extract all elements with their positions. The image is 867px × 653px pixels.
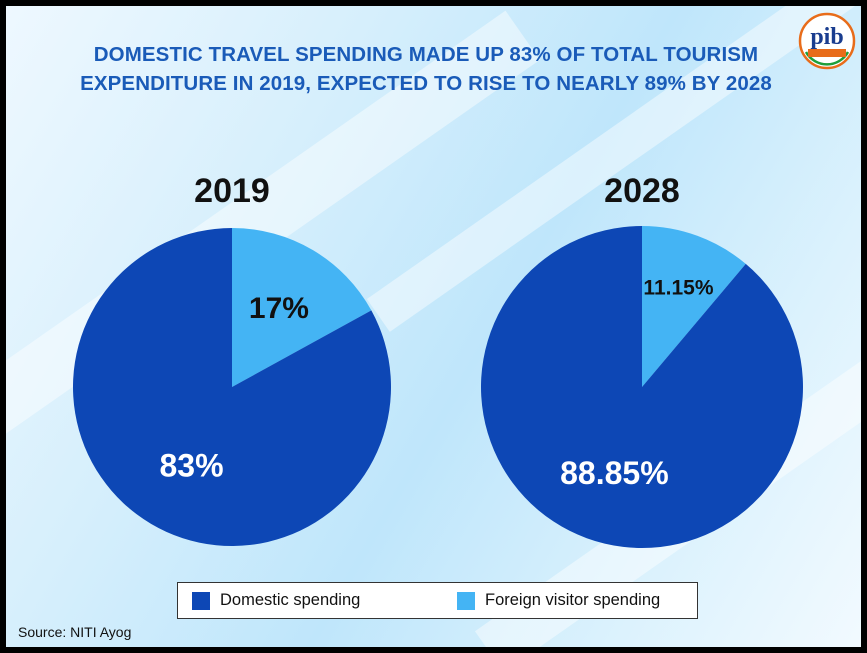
legend-swatch-domestic	[192, 591, 210, 610]
infographic-frame: DOMESTIC TRAVEL SPENDING MADE UP 83% OF …	[6, 6, 861, 647]
pie-slice-1-1	[481, 226, 804, 548]
pie-slice-0-0	[232, 228, 372, 387]
pie-data-label-0-1: 83%	[160, 448, 224, 484]
pie-data-label-1-0: 11.15%	[643, 277, 713, 300]
headline-line-2: EXPENDITURE IN 2019, EXPECTED TO RISE TO…	[80, 72, 772, 95]
headline-line-1: DOMESTIC TRAVEL SPENDING MADE UP 83% OF …	[93, 43, 759, 66]
legend: Domestic spending Foreign visitor spendi…	[177, 582, 698, 619]
pie-title-1: 2028	[604, 172, 680, 210]
source-note: Source: NITI Ayog	[18, 624, 132, 640]
legend-label-foreign: Foreign visitor spending	[485, 591, 661, 609]
pib-logo-icon: pib	[798, 12, 856, 70]
legend-swatch-foreign	[457, 591, 475, 610]
legend-label-domestic: Domestic spending	[220, 591, 361, 609]
pie-title-0: 2019	[194, 172, 270, 210]
legend-item-foreign: Foreign visitor spending	[457, 591, 660, 610]
pie-slice-0-1	[73, 228, 391, 547]
legend-item-domestic: Domestic spending	[192, 591, 360, 610]
pie-slice-1-0	[642, 226, 746, 387]
pie-charts: 2019 17% 83% 2028 11.15% 88.85%	[73, 172, 804, 548]
pie-data-label-1-1: 88.85%	[560, 455, 669, 491]
pie-data-label-0-0: 17%	[249, 292, 309, 325]
logo-label: pib	[810, 24, 843, 50]
headline: DOMESTIC TRAVEL SPENDING MADE UP 83% OF …	[46, 40, 806, 98]
